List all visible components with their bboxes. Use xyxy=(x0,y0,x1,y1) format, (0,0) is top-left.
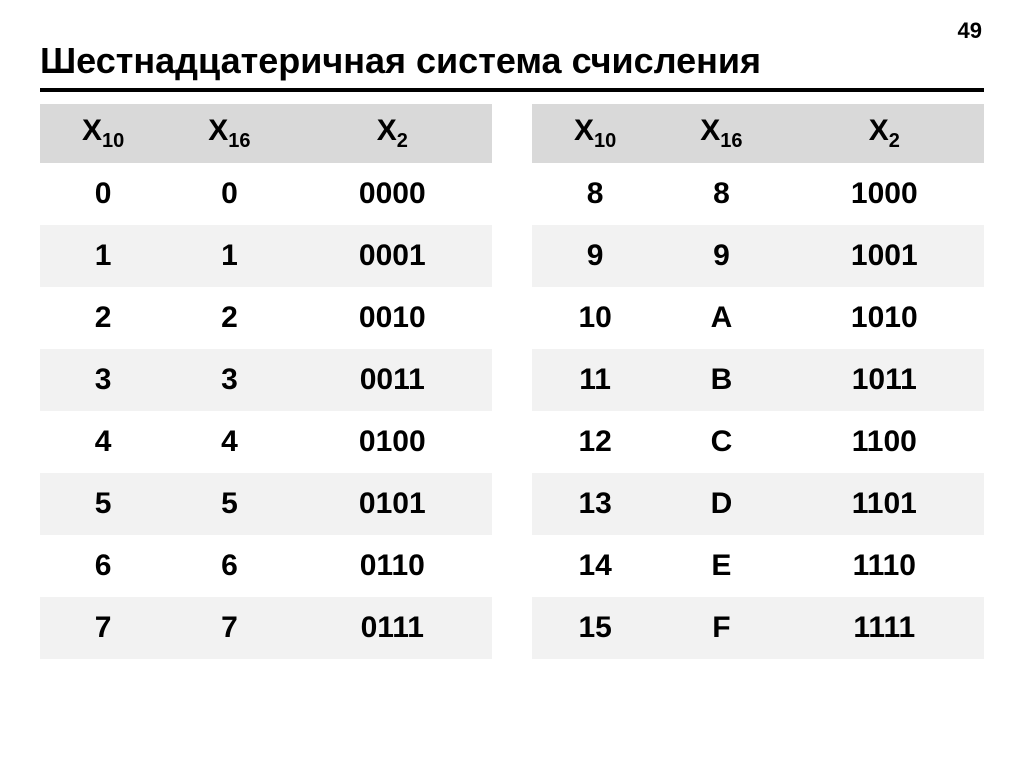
cell-x16: 0 xyxy=(166,163,292,225)
cell-x10: 12 xyxy=(532,411,658,473)
page-number: 49 xyxy=(958,18,982,44)
cell-x2: 1011 xyxy=(785,349,984,411)
table-header-row: X10 X16 X2 xyxy=(532,104,984,163)
conversion-table-right: X10 X16 X2 8 8 1000 9 9 1001 10 A 1010 xyxy=(532,104,984,659)
cell-x16: 5 xyxy=(166,473,292,535)
cell-x10: 5 xyxy=(40,473,166,535)
cell-x16: E xyxy=(658,535,784,597)
cell-x2: 0010 xyxy=(293,287,492,349)
cell-x2: 0000 xyxy=(293,163,492,225)
table-row: 10 A 1010 xyxy=(532,287,984,349)
cell-x16: F xyxy=(658,597,784,659)
cell-x2: 0110 xyxy=(293,535,492,597)
cell-x2: 1111 xyxy=(785,597,984,659)
table-row: 7 7 0111 xyxy=(40,597,492,659)
table-row: 0 0 0000 xyxy=(40,163,492,225)
table-row: 15 F 1111 xyxy=(532,597,984,659)
cell-x16: A xyxy=(658,287,784,349)
cell-x10: 10 xyxy=(532,287,658,349)
col-header-x10: X10 xyxy=(40,104,166,163)
table-row: 1 1 0001 xyxy=(40,225,492,287)
cell-x16: 6 xyxy=(166,535,292,597)
cell-x16: D xyxy=(658,473,784,535)
table-row: 13 D 1101 xyxy=(532,473,984,535)
page-title: Шестнадцатеричная система счисления xyxy=(40,40,984,82)
cell-x16: C xyxy=(658,411,784,473)
cell-x16: 1 xyxy=(166,225,292,287)
cell-x10: 6 xyxy=(40,535,166,597)
conversion-table-left: X10 X16 X2 0 0 0000 1 1 0001 2 2 0010 xyxy=(40,104,492,659)
cell-x2: 0101 xyxy=(293,473,492,535)
cell-x2: 0011 xyxy=(293,349,492,411)
cell-x16: 8 xyxy=(658,163,784,225)
col-header-x2: X2 xyxy=(293,104,492,163)
table-row: 2 2 0010 xyxy=(40,287,492,349)
cell-x2: 1101 xyxy=(785,473,984,535)
cell-x10: 14 xyxy=(532,535,658,597)
table-row: 9 9 1001 xyxy=(532,225,984,287)
cell-x2: 1110 xyxy=(785,535,984,597)
col-header-x2: X2 xyxy=(785,104,984,163)
col-header-x10: X10 xyxy=(532,104,658,163)
cell-x10: 15 xyxy=(532,597,658,659)
cell-x10: 1 xyxy=(40,225,166,287)
table-row: 4 4 0100 xyxy=(40,411,492,473)
tables-container: X10 X16 X2 0 0 0000 1 1 0001 2 2 0010 xyxy=(40,104,984,659)
cell-x16: 7 xyxy=(166,597,292,659)
cell-x2: 1100 xyxy=(785,411,984,473)
cell-x10: 2 xyxy=(40,287,166,349)
cell-x16: B xyxy=(658,349,784,411)
cell-x2: 0100 xyxy=(293,411,492,473)
table-row: 6 6 0110 xyxy=(40,535,492,597)
cell-x10: 13 xyxy=(532,473,658,535)
cell-x2: 1000 xyxy=(785,163,984,225)
title-underline xyxy=(40,88,984,92)
table-row: 3 3 0011 xyxy=(40,349,492,411)
cell-x10: 7 xyxy=(40,597,166,659)
table-row: 8 8 1000 xyxy=(532,163,984,225)
cell-x10: 0 xyxy=(40,163,166,225)
table-row: 5 5 0101 xyxy=(40,473,492,535)
table-row: 14 E 1110 xyxy=(532,535,984,597)
cell-x16: 3 xyxy=(166,349,292,411)
table-row: 11 B 1011 xyxy=(532,349,984,411)
col-header-x16: X16 xyxy=(166,104,292,163)
col-header-x16: X16 xyxy=(658,104,784,163)
cell-x16: 9 xyxy=(658,225,784,287)
cell-x2: 1010 xyxy=(785,287,984,349)
cell-x16: 2 xyxy=(166,287,292,349)
cell-x10: 4 xyxy=(40,411,166,473)
cell-x16: 4 xyxy=(166,411,292,473)
table-row: 12 C 1100 xyxy=(532,411,984,473)
cell-x10: 3 xyxy=(40,349,166,411)
cell-x2: 0001 xyxy=(293,225,492,287)
cell-x10: 9 xyxy=(532,225,658,287)
cell-x2: 0111 xyxy=(293,597,492,659)
cell-x2: 1001 xyxy=(785,225,984,287)
cell-x10: 8 xyxy=(532,163,658,225)
table-header-row: X10 X16 X2 xyxy=(40,104,492,163)
cell-x10: 11 xyxy=(532,349,658,411)
